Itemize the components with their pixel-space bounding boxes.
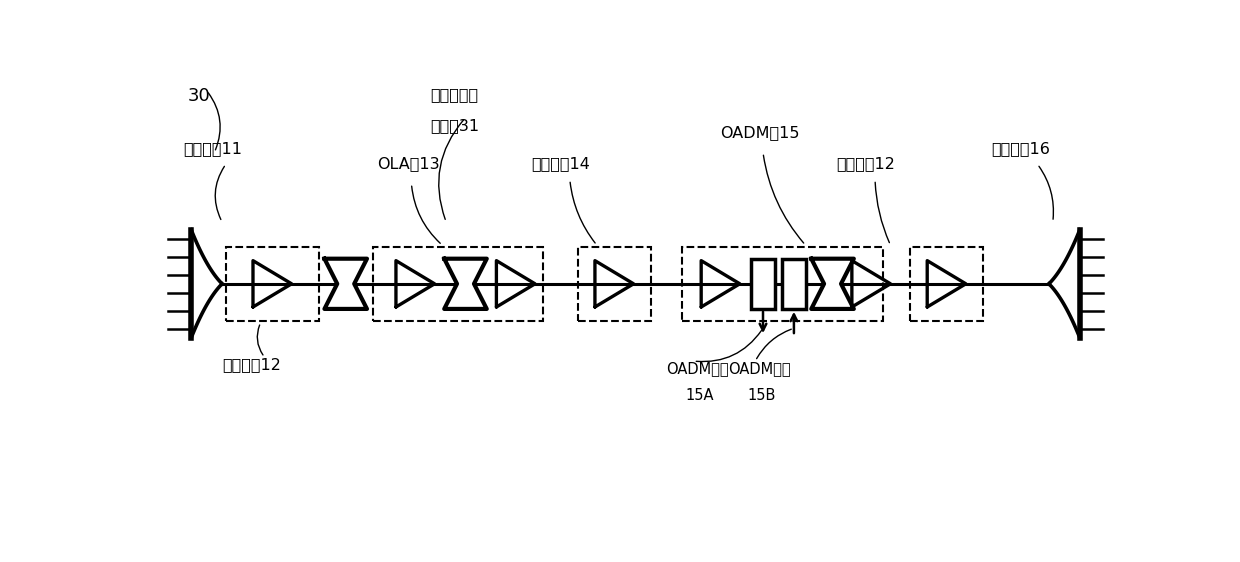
Text: 光分波器16: 光分波器16 (991, 141, 1050, 156)
Text: 传输光纨14: 传输光纨14 (531, 156, 590, 171)
Text: 光放大器12: 光放大器12 (222, 357, 281, 372)
Text: OADM器件: OADM器件 (666, 361, 729, 376)
Text: 30: 30 (187, 87, 210, 105)
Text: 多通道差分: 多通道差分 (430, 87, 479, 102)
Text: 光放大器12: 光放大器12 (837, 156, 895, 171)
Polygon shape (325, 259, 367, 309)
Bar (751, 259, 775, 309)
Bar (578, 247, 651, 320)
Text: 光合波器11: 光合波器11 (184, 141, 243, 156)
Bar (226, 247, 319, 320)
Polygon shape (444, 259, 487, 309)
Bar (910, 247, 983, 320)
Bar (782, 259, 806, 309)
Text: 15B: 15B (748, 388, 776, 403)
Text: 15A: 15A (686, 388, 714, 403)
Text: OADM器件: OADM器件 (728, 361, 791, 376)
Bar (373, 247, 543, 320)
Text: OLA站13: OLA站13 (377, 156, 439, 171)
Text: 延时器31: 延时器31 (430, 117, 480, 133)
Bar (682, 247, 883, 320)
Polygon shape (811, 259, 854, 309)
Text: OADM站15: OADM站15 (720, 125, 800, 140)
